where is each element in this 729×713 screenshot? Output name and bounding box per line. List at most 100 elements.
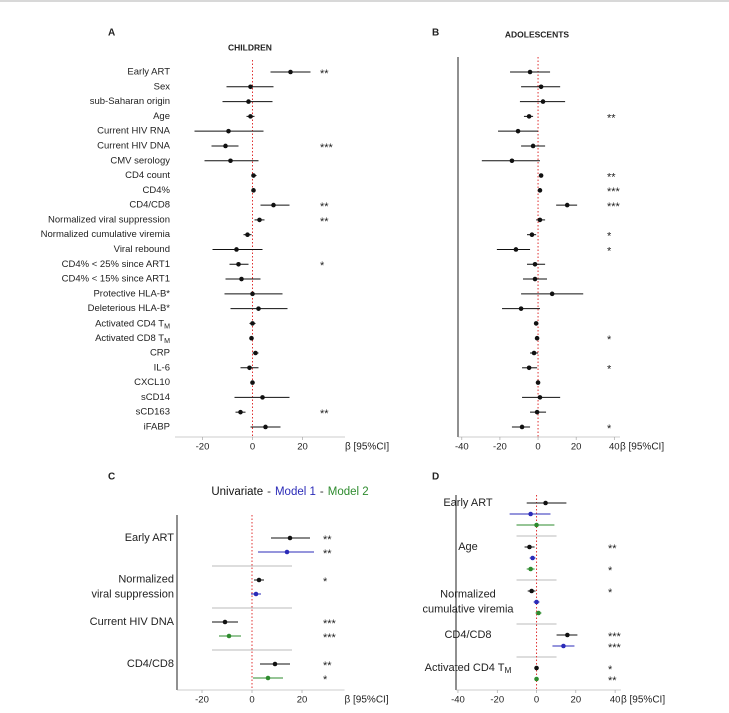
estimate-point <box>537 217 543 223</box>
significance-label: * <box>323 576 328 588</box>
category-label: Current HIV RNA <box>97 126 171 137</box>
category-label: Normalized cumulative viremia <box>41 229 171 240</box>
estimate-point <box>561 643 566 649</box>
estimate-point <box>249 335 254 341</box>
significance-label: *** <box>323 618 337 630</box>
x-tick-label: 0 <box>534 695 539 706</box>
significance-label: * <box>608 587 613 599</box>
category-label: IL-6 <box>154 362 170 373</box>
x-tick-label: 0 <box>250 442 255 453</box>
category-label: Sex <box>154 81 171 92</box>
estimate-point <box>534 335 540 341</box>
category-label: Early ART <box>127 67 170 78</box>
estimate-point <box>253 591 259 597</box>
panel-title: CHILDREN <box>228 42 272 52</box>
estimate-point <box>245 232 250 237</box>
category-label: Current HIV DNA <box>90 616 175 628</box>
category-label: Current HIV DNA <box>97 140 171 151</box>
significance-label: * <box>608 565 613 577</box>
significance-label: *** <box>607 201 621 213</box>
category-label: Age <box>458 541 478 553</box>
category-label: CD4/CD8 <box>127 658 174 670</box>
category-label: CMV serology <box>110 155 170 166</box>
estimate-point <box>272 661 278 667</box>
estimate-point <box>529 232 535 237</box>
significance-label: *** <box>608 631 622 643</box>
category-label: Normalized viral suppression <box>48 214 170 225</box>
estimate-point <box>228 158 233 164</box>
estimate-point <box>564 202 570 208</box>
x-tick-label: 20 <box>571 695 582 706</box>
category-label: Protective HLA-B* <box>93 288 170 299</box>
estimate-point <box>538 84 544 90</box>
estimate-point <box>531 350 537 356</box>
x-tick-label: -20 <box>493 442 507 453</box>
category-label: CD4% < 25% since ART1 <box>62 259 170 270</box>
estimate-point <box>250 380 255 385</box>
estimate-point <box>246 99 251 104</box>
x-tick-label: 20 <box>297 695 308 706</box>
x-tick-label: -20 <box>196 442 210 453</box>
estimate-point <box>247 365 252 371</box>
category-label: Deleterious HLA-B* <box>88 303 171 314</box>
estimate-point <box>509 158 515 164</box>
significance-label: ** <box>608 543 617 555</box>
panel-title: ADOLESCENTS <box>505 29 570 39</box>
estimate-point <box>530 555 535 561</box>
significance-label: *** <box>323 632 337 644</box>
legend-entry: Model 2 <box>328 486 369 498</box>
estimate-point <box>251 188 256 193</box>
panel-letter: A <box>108 28 115 39</box>
estimate-point <box>226 633 232 639</box>
significance-label: * <box>607 423 612 435</box>
category-label: Early ART <box>125 532 175 544</box>
estimate-point <box>534 599 539 605</box>
significance-label: *** <box>320 142 334 154</box>
label-line: Normalized <box>440 588 496 600</box>
estimate-point <box>534 665 539 671</box>
x-axis-label: β [95%CI] <box>620 442 664 453</box>
x-axis-label: β [95%CI] <box>345 442 389 453</box>
x-tick-label: 20 <box>571 442 582 453</box>
estimate-point <box>543 500 548 506</box>
significance-label: ** <box>320 216 329 228</box>
x-tick-label: 20 <box>297 442 308 453</box>
x-tick-label: -40 <box>455 442 469 453</box>
significance-label: ** <box>607 171 616 183</box>
significance-label: * <box>608 664 613 676</box>
x-tick-label: -20 <box>490 695 504 706</box>
category-label: sub-Saharan origin <box>90 96 170 107</box>
estimate-point <box>265 675 271 681</box>
significance-label: ** <box>323 534 332 546</box>
category-label: Viral rebound <box>114 244 170 255</box>
estimate-point <box>250 321 255 326</box>
x-tick-label: 40 <box>610 695 621 706</box>
estimate-point <box>256 306 261 311</box>
x-tick-label: 0 <box>249 695 254 706</box>
estimate-point <box>527 69 533 75</box>
estimate-point <box>535 380 541 385</box>
x-tick-label: -20 <box>195 695 209 706</box>
estimate-point <box>532 276 538 282</box>
estimate-point <box>263 424 268 430</box>
category-label: CD4 count <box>125 170 170 181</box>
estimate-point <box>519 424 525 430</box>
estimate-point <box>288 69 293 75</box>
estimate-point <box>257 217 262 223</box>
estimate-point <box>248 114 253 119</box>
estimate-point <box>234 247 239 252</box>
estimate-point <box>534 522 539 528</box>
estimate-point <box>526 114 532 119</box>
estimate-point <box>223 143 228 149</box>
panel-letter: B <box>432 28 439 39</box>
legend: Univariate - Model 1- Model 2 <box>211 486 368 498</box>
estimate-point <box>260 395 265 400</box>
panel-letter: D <box>432 472 439 483</box>
label-subscript: M <box>164 337 170 345</box>
label-line: Normalized <box>118 573 174 585</box>
significance-label: ** <box>320 201 329 213</box>
category-label: sCD163 <box>136 407 170 418</box>
estimate-point <box>530 143 536 149</box>
estimate-point <box>236 261 241 267</box>
